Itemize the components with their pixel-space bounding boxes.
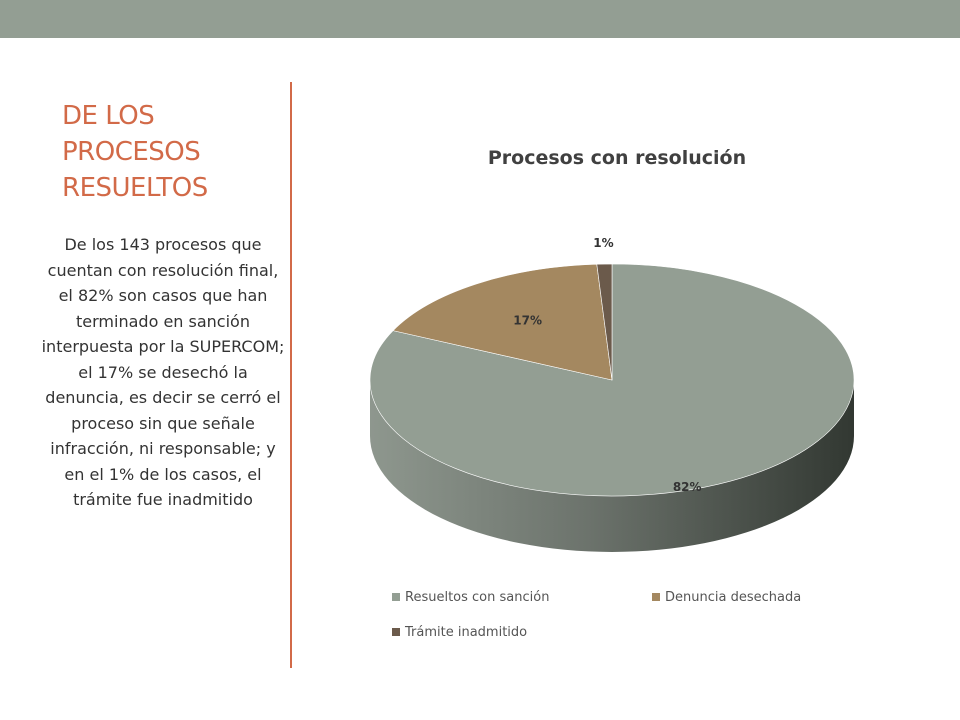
legend-swatch-denuncia-desechada	[652, 593, 660, 601]
pie-side-wall	[370, 380, 854, 552]
legend-swatch-resueltos-con-sancion	[392, 593, 400, 601]
slide-body-text: De los 143 procesos que cuentan con reso…	[41, 235, 285, 509]
legend-label-tramite-inadmitido: Trámite inadmitido	[404, 625, 527, 640]
data-label-denuncia-desechada: 17%	[513, 314, 542, 328]
data-label-resueltos-con-sancion: 82%	[673, 480, 702, 494]
legend-swatch-tramite-inadmitido	[392, 628, 400, 636]
legend-label-resueltos-con-sancion: Resueltos con sanción	[405, 590, 549, 605]
pie-side-layer	[370, 380, 854, 552]
data-label-tramite-inadmitido: 1%	[593, 236, 613, 250]
legend: Resueltos con sanción Denuncia desechada T…	[392, 590, 801, 640]
legend-label-denuncia-desechada: Denuncia desechada	[665, 590, 801, 605]
pie-labels-layer: 82% 17% 1%	[513, 236, 701, 494]
pie-top-layer	[369, 263, 855, 497]
pie-slice-tramite-inadmitido	[596, 263, 613, 381]
top-bar	[0, 0, 960, 38]
chart-title: Procesos con resolución	[488, 147, 746, 169]
pie-slice-denuncia-desechada	[392, 263, 613, 381]
title-divider	[290, 82, 292, 668]
slide-title: DE LOS PROCESOS RESUELTOS	[62, 101, 208, 203]
